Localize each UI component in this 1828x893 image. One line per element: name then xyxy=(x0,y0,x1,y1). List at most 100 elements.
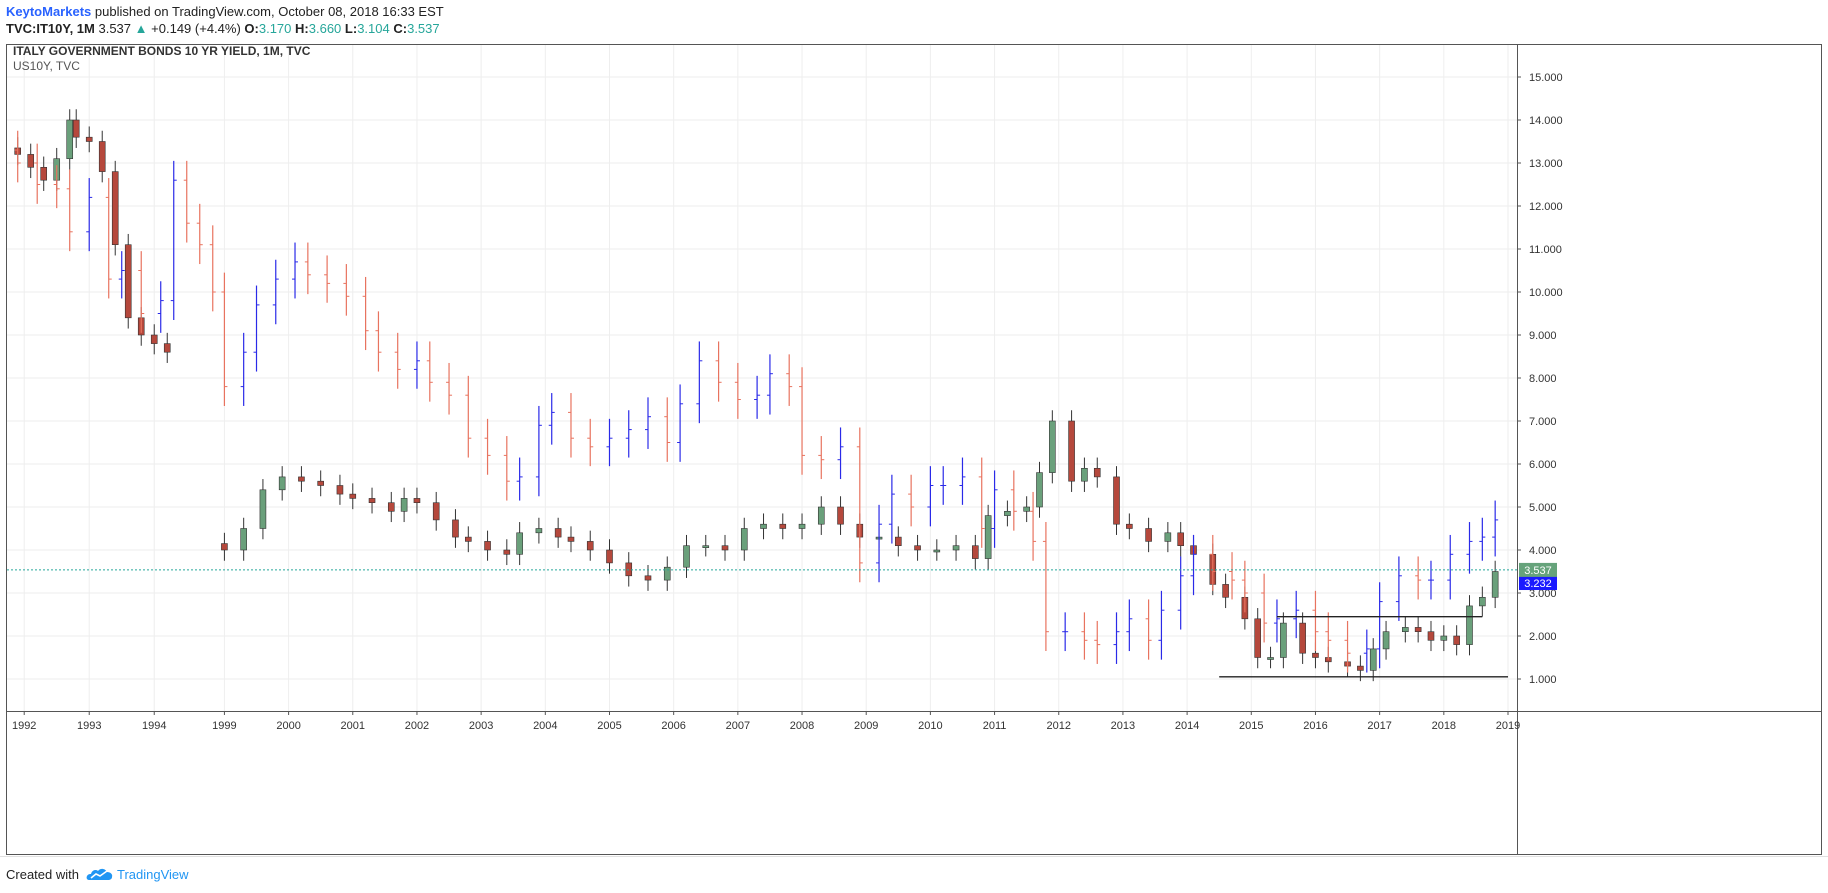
candle-body xyxy=(1414,627,1422,633)
candle-body xyxy=(150,334,158,344)
x-tick-label: 2015 xyxy=(1239,720,1263,732)
candle-body xyxy=(240,528,247,551)
x-tick-label: 2009 xyxy=(854,720,878,732)
x-tick-label: 2001 xyxy=(341,720,365,732)
high-value: 3.660 xyxy=(308,21,342,36)
candle-body xyxy=(503,549,511,555)
y-tick-label: 8.000 xyxy=(1529,373,1557,385)
x-tick-label: 2005 xyxy=(597,720,621,732)
candle-body xyxy=(1369,648,1377,671)
last-price: 3.537 xyxy=(98,21,132,36)
candle-body xyxy=(1453,635,1460,645)
y-tick-label: 9.000 xyxy=(1529,330,1557,342)
candle-body xyxy=(779,523,787,529)
x-tick-label: 2002 xyxy=(405,720,429,732)
candle-body xyxy=(1004,510,1011,516)
x-tick-label: 2011 xyxy=(983,720,1007,732)
y-tick-label: 13.000 xyxy=(1529,158,1563,170)
chart-subtitle: US10Y, TVC xyxy=(13,59,80,73)
tradingview-brand-link[interactable]: TradingView xyxy=(117,867,189,882)
candle-body xyxy=(567,536,575,542)
author-link[interactable]: KeytoMarkets xyxy=(6,4,92,19)
candle-body xyxy=(1145,528,1152,542)
y-tick-label: 1.000 xyxy=(1529,674,1557,686)
candle-body xyxy=(452,519,459,538)
candle-body xyxy=(798,523,806,529)
candle-body xyxy=(368,498,376,503)
candle-body xyxy=(1068,420,1075,482)
y-tick-label: 11.000 xyxy=(1529,244,1562,256)
y-tick-label: 14.000 xyxy=(1529,115,1563,127)
candle-body xyxy=(586,541,594,551)
publish-header: KeytoMarkets published on TradingView.co… xyxy=(0,0,1828,44)
candle-body xyxy=(1466,605,1473,645)
price-chart[interactable]: 15.000 14.000 13.000 12.000 11.000 10.000 9.00… xyxy=(6,44,1822,856)
price-label-text: 3.232 xyxy=(1524,578,1552,590)
candle-body xyxy=(683,545,690,568)
candle-body xyxy=(1254,618,1262,658)
x-tick-label: 2018 xyxy=(1432,720,1456,732)
candle-body xyxy=(1440,635,1448,641)
x-tick-label: 2007 xyxy=(726,720,750,732)
candle-body xyxy=(98,141,106,172)
candle-body xyxy=(464,536,472,542)
candle-body xyxy=(1222,584,1229,598)
candle-body xyxy=(1164,532,1172,542)
x-tick-label: 2010 xyxy=(918,720,942,732)
candle-body xyxy=(702,545,710,549)
x-tick-label: 1992 xyxy=(12,720,36,732)
candle-body xyxy=(1093,467,1101,478)
y-tick-label: 15.000 xyxy=(1529,72,1563,84)
candle-body xyxy=(914,545,921,551)
candle-body xyxy=(484,541,491,551)
high-label: H: xyxy=(295,21,309,36)
candle-body xyxy=(952,545,960,551)
low-label: L: xyxy=(344,21,358,36)
candle-body xyxy=(413,498,421,503)
y-tick-label: 6.000 xyxy=(1529,459,1557,471)
x-tick-label: 2003 xyxy=(469,720,493,732)
created-with-text: Created with xyxy=(6,867,79,882)
candle-body xyxy=(259,489,267,529)
candle-body xyxy=(336,485,344,495)
x-tick-label: 2014 xyxy=(1175,720,1199,732)
x-tick-label: 2013 xyxy=(1111,720,1135,732)
price-label-box xyxy=(1519,576,1557,591)
tradingview-logo-icon[interactable] xyxy=(86,865,114,883)
chart-title: ITALY GOVERNMENT BONDS 10 YR YIELD, 1M, … xyxy=(13,44,311,58)
chart-frame xyxy=(6,44,1822,855)
candle-body xyxy=(221,543,228,551)
candle-body xyxy=(663,566,671,581)
candle-body xyxy=(1113,476,1120,525)
y-tick-label: 10.000 xyxy=(1529,287,1563,299)
candle-body xyxy=(721,545,729,551)
candle-body xyxy=(1126,523,1133,529)
candle-body xyxy=(625,562,633,577)
candle-body xyxy=(644,575,652,581)
candle-body xyxy=(933,549,941,553)
candle-body xyxy=(124,244,132,319)
candle-body xyxy=(817,506,825,525)
candle-body xyxy=(72,119,80,138)
candle-body xyxy=(85,136,93,142)
candle-body xyxy=(894,536,902,547)
candle-body xyxy=(1427,631,1435,641)
y-tick-label: 2.000 xyxy=(1529,631,1557,643)
x-tick-label: 2004 xyxy=(533,720,557,732)
y-tick-label: 12.000 xyxy=(1529,201,1563,213)
x-tick-label: 1994 xyxy=(142,720,166,732)
candle-body xyxy=(400,498,408,512)
x-tick-label: 1993 xyxy=(77,720,101,732)
candle-body xyxy=(1049,420,1056,473)
x-axis-ticks: 1992 1993 1994 1999 2000 2001 2002 2003 2004 2005… xyxy=(12,711,1520,732)
candle-body xyxy=(1299,622,1306,654)
candle-body xyxy=(1280,622,1287,658)
y-tick-label: 7.000 xyxy=(1529,416,1557,428)
y-tick-label: 3.000 xyxy=(1529,588,1557,600)
candle-body xyxy=(1402,627,1409,633)
close-value: 3.537 xyxy=(407,21,440,36)
x-tick-label: 1999 xyxy=(212,720,236,732)
up-arrow-icon: ▲ xyxy=(134,21,148,36)
x-tick-label: 2016 xyxy=(1303,720,1327,732)
chart-area[interactable]: 15.000 14.000 13.000 12.000 11.000 10.000 9.00… xyxy=(6,44,1828,856)
